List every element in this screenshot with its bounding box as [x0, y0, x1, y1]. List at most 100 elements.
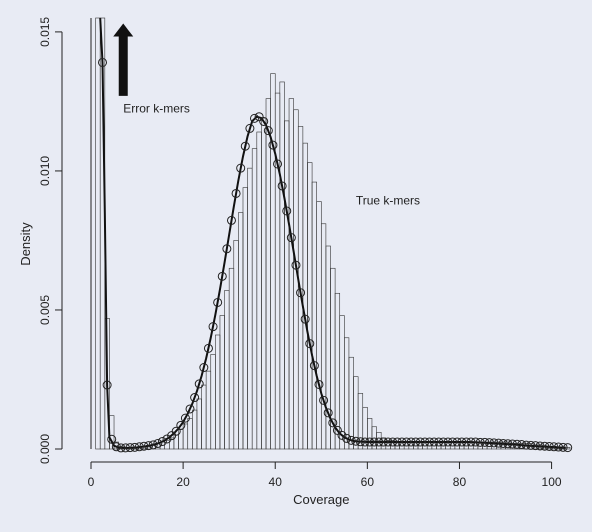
- annotations: Error k-mers True k-mers: [113, 23, 420, 207]
- histogram-bar: [219, 315, 225, 450]
- histogram-bar: [339, 315, 345, 450]
- density-point: [134, 442, 144, 452]
- density-point: [162, 434, 172, 444]
- density-point: [535, 441, 545, 451]
- density-point: [332, 425, 342, 435]
- density-point: [208, 322, 218, 332]
- density-point: [337, 430, 347, 440]
- histogram-bar: [316, 201, 322, 450]
- density-point: [425, 437, 435, 447]
- density-point: [452, 437, 462, 447]
- histogram-bar: [192, 409, 198, 450]
- density-point: [323, 408, 333, 418]
- density-point: [296, 288, 306, 298]
- density-point: [328, 418, 338, 428]
- density-point: [116, 443, 126, 453]
- density-point: [157, 436, 167, 446]
- density-point: [254, 112, 264, 122]
- density-point: [226, 215, 236, 225]
- y-tick-label: 0.005: [38, 295, 52, 325]
- histogram-bars: [95, 17, 571, 450]
- density-point: [130, 442, 140, 452]
- density-point: [383, 437, 393, 447]
- histogram-bar: [224, 290, 230, 450]
- density-point: [461, 437, 471, 447]
- histogram-bar: [201, 384, 207, 450]
- density-point: [507, 439, 517, 449]
- density-point: [365, 437, 375, 447]
- density-point: [517, 440, 527, 450]
- density-point: [194, 379, 204, 389]
- density-point: [314, 379, 324, 389]
- y-axis-label: Density: [18, 222, 33, 266]
- histogram-bar: [270, 73, 276, 450]
- density-point: [245, 123, 255, 133]
- density-point: [98, 57, 108, 67]
- density-point: [231, 188, 241, 198]
- density-point: [217, 271, 227, 281]
- density-point: [402, 437, 411, 447]
- density-point: [526, 440, 536, 450]
- up-arrow: [113, 23, 134, 96]
- density-point: [558, 442, 568, 452]
- histogram-bar: [228, 267, 235, 450]
- density-point: [300, 314, 310, 324]
- histogram-bar: [205, 370, 212, 450]
- y-tick-label: 0.015: [38, 17, 52, 47]
- density-points-layer: [98, 57, 573, 453]
- density-point: [282, 206, 292, 216]
- density-point: [540, 441, 550, 451]
- density-point: [319, 395, 329, 405]
- histogram-bar: [210, 354, 216, 450]
- axis-labels: Coverage Density: [18, 222, 349, 507]
- histogram-bar: [187, 418, 193, 450]
- axes: [55, 18, 553, 469]
- density-point: [185, 404, 195, 414]
- density-point: [448, 437, 458, 447]
- histogram-bar: [233, 240, 239, 450]
- true-kmers-label: True k-mers: [356, 193, 420, 207]
- density-point: [512, 439, 522, 449]
- density-point: [240, 141, 250, 151]
- density-point: [530, 441, 540, 451]
- density-point: [351, 436, 361, 446]
- density-point: [277, 181, 287, 191]
- density-point: [121, 443, 131, 453]
- histogram-bar: [247, 167, 253, 450]
- density-point: [544, 442, 554, 451]
- density-point: [291, 260, 301, 270]
- density-point: [484, 438, 494, 448]
- density-point: [273, 159, 283, 169]
- histogram-bar: [242, 187, 248, 450]
- density-curve-layer: [99, 17, 566, 449]
- density-point: [102, 380, 112, 390]
- y-tick-label: 0.000: [38, 434, 52, 464]
- density-point: [176, 420, 186, 430]
- density-point: [222, 244, 232, 254]
- density-point: [471, 437, 481, 447]
- density-point: [346, 435, 356, 445]
- density-point: [553, 442, 563, 452]
- x-tick-label: 80: [453, 475, 467, 489]
- histogram-bar: [261, 117, 267, 450]
- density-point: [180, 413, 190, 423]
- density-point: [144, 441, 154, 451]
- histogram-bar: [173, 434, 179, 450]
- density-point: [236, 163, 246, 173]
- density-point: [355, 437, 365, 447]
- x-tick-label: 0: [88, 475, 95, 489]
- x-tick-label: 20: [176, 475, 190, 489]
- density-point: [305, 339, 315, 349]
- density-line: [99, 17, 566, 449]
- histogram-bar: [307, 162, 313, 450]
- density-point: [434, 437, 444, 447]
- histogram-bar: [95, 17, 101, 450]
- density-point: [139, 441, 149, 451]
- histogram-bar: [265, 98, 271, 450]
- density-point: [342, 433, 352, 443]
- histogram-bar: [288, 98, 294, 450]
- y-tick-label: 0.010: [38, 156, 52, 186]
- density-point: [411, 437, 421, 447]
- density-point: [199, 363, 209, 373]
